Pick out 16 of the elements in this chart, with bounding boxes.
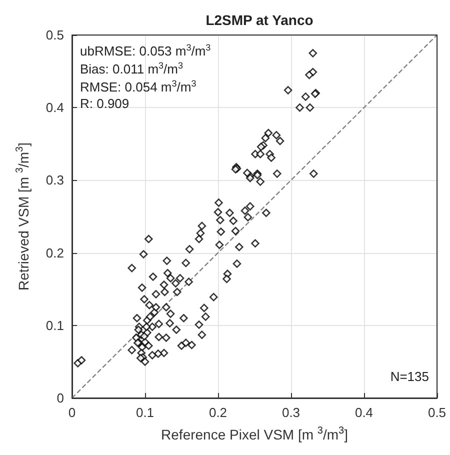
annotation: R: 0.909 bbox=[80, 96, 130, 111]
x-tick-label: 0.2 bbox=[208, 405, 228, 420]
x-tick-label: 0.4 bbox=[354, 405, 374, 420]
y-tick-label: 0.3 bbox=[46, 172, 64, 188]
y-axis-title: Retrieved VSM [m 3/m3] bbox=[14, 142, 32, 291]
annotation: N=135 bbox=[390, 369, 429, 384]
x-tick-label: 0.3 bbox=[282, 405, 300, 420]
x-tick-label: 0.5 bbox=[428, 405, 446, 420]
chart-title: L2SMP at Yanco bbox=[206, 12, 314, 28]
y-tick-label: 0.4 bbox=[46, 100, 64, 116]
y-tick-label: 0.5 bbox=[46, 28, 64, 42]
y-tick-label: 0.1 bbox=[46, 318, 64, 333]
x-tick-label: 0.1 bbox=[136, 405, 154, 420]
y-tick-label: 0.2 bbox=[46, 245, 64, 260]
y-tick-label: 0 bbox=[56, 390, 64, 406]
x-tick-label: 0 bbox=[68, 405, 76, 420]
